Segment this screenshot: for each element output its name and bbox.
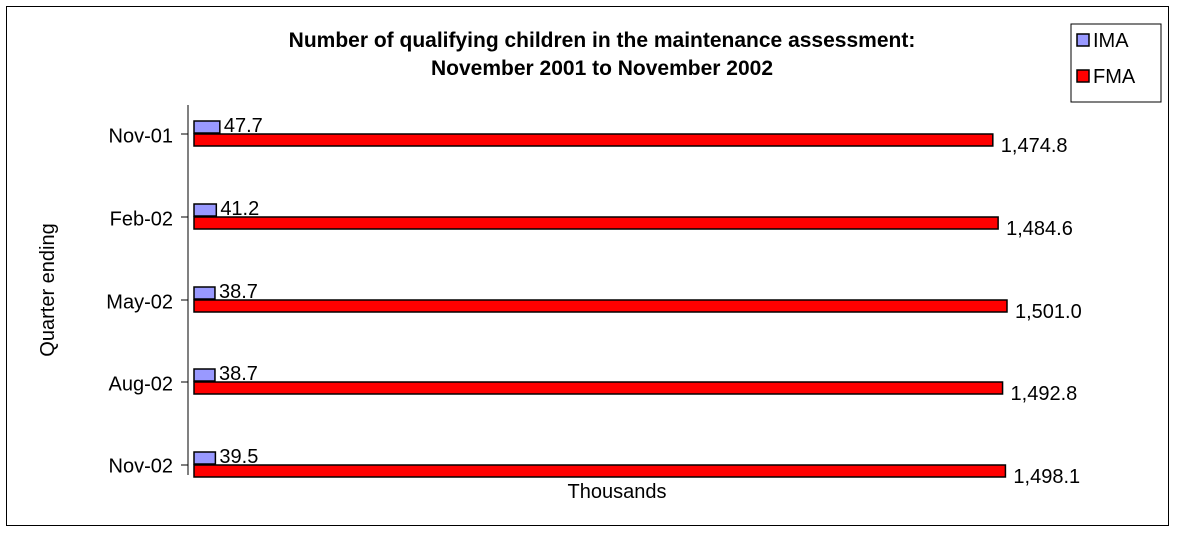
category-tick-label: May-02 — [106, 291, 173, 313]
bar-fma — [193, 464, 1007, 478]
bar-ima — [193, 368, 216, 382]
data-label-ima: 39.5 — [219, 446, 258, 468]
bars-group: Nov-01 47.7 1,474.8 Feb-02 41.2 1,484.6 May-02… — [106, 115, 1081, 488]
chart-title-line-2: November 2001 to November 2002 — [431, 57, 773, 80]
bar-fma — [193, 299, 1008, 313]
data-label-ima: 41.2 — [220, 198, 259, 220]
bar-ima — [193, 203, 218, 217]
category-tick-label: Feb-02 — [110, 208, 173, 230]
category-tick-label: Nov-02 — [109, 455, 173, 477]
legend-label-fma: FMA — [1093, 66, 1136, 88]
legend: IMA FMA — [1070, 23, 1162, 103]
bar-chart: Number of qualifying children in the mai… — [37, 23, 1162, 503]
category-tick-label: Aug-02 — [109, 373, 174, 395]
data-label-ima: 38.7 — [219, 281, 258, 303]
bar-ima — [193, 286, 216, 300]
y-axis-label: Quarter ending — [37, 223, 59, 356]
data-label-fma: 1,474.8 — [1001, 135, 1068, 157]
data-label-ima: 38.7 — [219, 363, 258, 385]
bar-ima — [193, 451, 217, 465]
data-label-fma: 1,498.1 — [1013, 466, 1080, 488]
data-label-fma: 1,501.0 — [1015, 301, 1082, 323]
legend-swatch-fma — [1076, 69, 1090, 83]
bar-fma — [193, 216, 999, 230]
category-tick-label: Nov-01 — [109, 125, 173, 147]
data-label-fma: 1,484.6 — [1006, 218, 1073, 240]
legend-label-ima: IMA — [1093, 30, 1129, 52]
chart-title-line-1: Number of qualifying children in the mai… — [289, 29, 916, 52]
bar-fma — [193, 133, 994, 147]
data-label-ima: 47.7 — [224, 115, 263, 137]
chart-frame: Number of qualifying children in the mai… — [6, 6, 1169, 526]
bar-fma — [193, 381, 1004, 395]
data-label-fma: 1,492.8 — [1011, 383, 1078, 405]
legend-swatch-ima — [1076, 33, 1090, 47]
x-axis-label: Thousands — [568, 481, 667, 503]
bar-ima — [193, 120, 221, 134]
